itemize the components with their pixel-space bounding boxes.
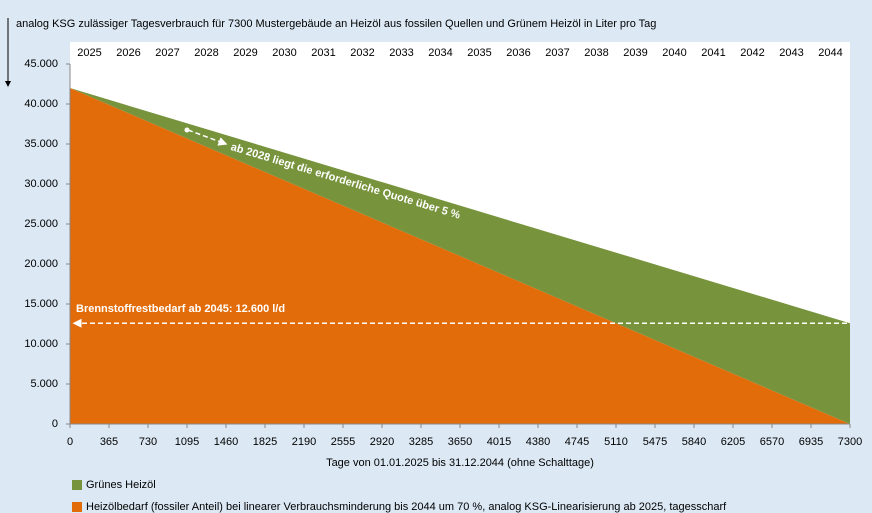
- y-tick-label: 20.000: [24, 258, 58, 270]
- top-axis-label: 2040: [662, 47, 686, 59]
- top-axis-label: 2044: [818, 47, 842, 59]
- x-tick-label: 3285: [409, 436, 433, 448]
- x-tick-label: 7300: [838, 436, 862, 448]
- x-tick-label: 2555: [331, 436, 355, 448]
- x-tick-label: 5840: [682, 436, 706, 448]
- legend-label: Grünes Heizöl: [86, 479, 156, 491]
- x-tick-label: 1460: [214, 436, 238, 448]
- top-axis-label: 2041: [701, 47, 725, 59]
- y-tick-label: 5.000: [30, 378, 58, 390]
- top-axis-label: 2033: [389, 47, 413, 59]
- top-axis-label: 2032: [350, 47, 374, 59]
- top-axis-label: 2026: [116, 47, 140, 59]
- top-axis-label: 2036: [506, 47, 530, 59]
- top-axis-band: [70, 42, 850, 64]
- y-tick-label: 10.000: [24, 338, 58, 350]
- top-axis-label: 2037: [545, 47, 569, 59]
- top-axis-label: 2042: [740, 47, 764, 59]
- y-tick-label: 15.000: [24, 298, 58, 310]
- x-tick-label: 4380: [526, 436, 550, 448]
- top-axis-label: 2043: [779, 47, 803, 59]
- x-tick-label: 5110: [604, 436, 628, 448]
- y-tick-label: 25.000: [24, 218, 58, 230]
- top-axis-label: 2027: [155, 47, 179, 59]
- top-axis-label: 2035: [467, 47, 491, 59]
- x-tick-label: 4745: [565, 436, 589, 448]
- x-tick-label: 1095: [175, 436, 199, 448]
- x-tick-label: 730: [139, 436, 157, 448]
- y-tick-label: 0: [52, 418, 58, 430]
- x-tick-label: 2920: [370, 436, 394, 448]
- plot: 0 5.000 10.000 15.000 20.000 25.000 30.000 35.0…: [24, 47, 862, 513]
- top-axis-label: 2028: [194, 47, 218, 59]
- x-tick-label: 5475: [643, 436, 667, 448]
- top-axis-label: 2039: [623, 47, 647, 59]
- top-axis-label: 2034: [428, 47, 452, 59]
- top-axis-label: 2029: [233, 47, 257, 59]
- top-axis-label: 2030: [272, 47, 296, 59]
- y-tick-label: 40.000: [24, 98, 58, 110]
- x-axis-title: Tage von 01.01.2025 bis 31.12.2044 (ohne…: [326, 457, 594, 469]
- x-tick-label: 6570: [760, 436, 784, 448]
- annotation-dot: [184, 127, 190, 133]
- annotation-arrow: [187, 129, 228, 146]
- x-tick-label: 2190: [292, 436, 316, 448]
- chart-title: analog KSG zulässiger Tagesverbrauch für…: [16, 18, 656, 30]
- area: [70, 88, 850, 424]
- x-tick-label: 0: [67, 436, 73, 448]
- legend-swatch: [72, 502, 82, 512]
- legend-swatch: [72, 480, 82, 490]
- top-axis-label: 2025: [77, 47, 101, 59]
- x-tick-label: 3650: [448, 436, 472, 448]
- legend-label: Heizölbedarf (fossiler Anteil) bei linea…: [86, 501, 727, 513]
- x-tick-label: 4015: [487, 436, 511, 448]
- top-axis-label: 2031: [311, 47, 335, 59]
- x-tick-label: 365: [100, 436, 118, 448]
- annotation: Brennstoffrestbedarf ab 2045: 12.600 l/d: [76, 303, 285, 315]
- x-tick-label: 6205: [721, 436, 745, 448]
- y-tick-label: 45.000: [24, 58, 58, 70]
- y-tick-label: 30.000: [24, 178, 58, 190]
- x-tick-label: 6935: [799, 436, 823, 448]
- y-tick-label: 35.000: [24, 138, 58, 150]
- top-axis-label: 2038: [584, 47, 608, 59]
- x-tick-label: 1825: [253, 436, 277, 448]
